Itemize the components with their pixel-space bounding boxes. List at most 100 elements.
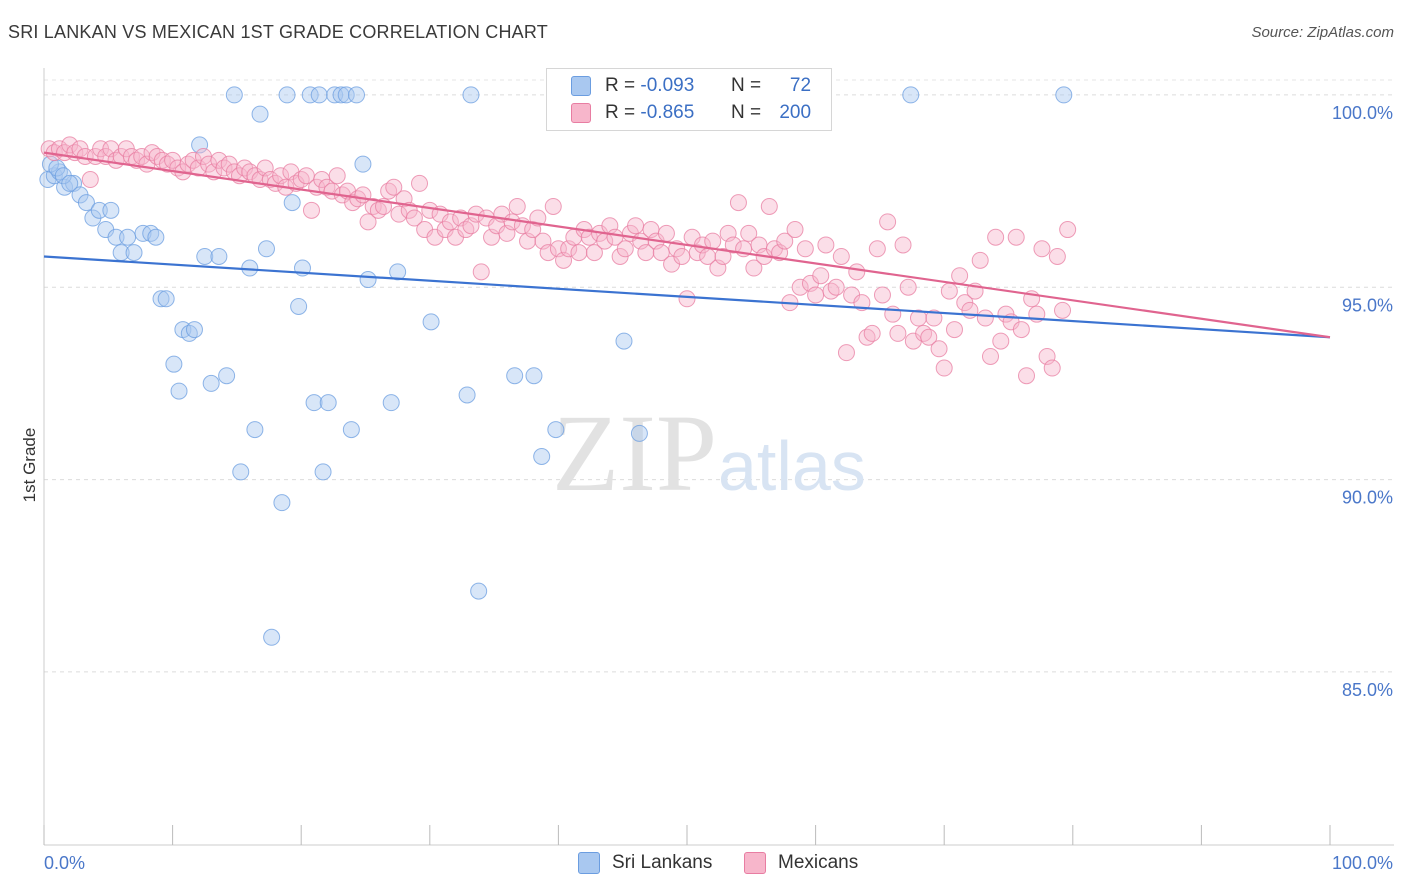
mexican-point xyxy=(837,344,855,362)
y-tick-label: 95.0% xyxy=(1342,295,1393,315)
srilankan-point xyxy=(273,494,291,512)
mexican-point xyxy=(1012,321,1030,339)
legend-swatch-mexicans xyxy=(571,103,591,123)
mexican-point xyxy=(863,324,881,342)
mexican-point xyxy=(539,244,557,262)
srilankan-point xyxy=(246,421,264,439)
mexican-point xyxy=(385,178,403,196)
srilankan-point xyxy=(547,421,565,439)
srilankan-point xyxy=(533,448,551,465)
srilankan-point xyxy=(263,628,281,646)
srilankan-point xyxy=(147,228,165,246)
legend-label-srilankans: Sri Lankans xyxy=(612,852,713,873)
mexican-point xyxy=(1018,367,1036,385)
mexican-point xyxy=(992,332,1010,350)
r-label: R = xyxy=(605,102,636,123)
srilankan-point xyxy=(165,355,183,373)
mexican-point xyxy=(1033,240,1051,258)
mexican-point xyxy=(971,251,989,269)
srilankan-point xyxy=(152,290,170,308)
mexican-point xyxy=(724,236,742,254)
srilankan-point xyxy=(225,86,243,104)
y-tick-label: 85.0% xyxy=(1342,680,1393,700)
n-value: 200 xyxy=(779,102,812,123)
y-tick-label: 90.0% xyxy=(1342,488,1393,508)
srilankan-point xyxy=(615,332,633,350)
mexican-point xyxy=(616,240,634,258)
mexican-point xyxy=(894,236,912,254)
mexican-point xyxy=(791,278,809,296)
x-tick-label: 100.0% xyxy=(1332,853,1393,873)
data-points xyxy=(39,86,1077,646)
mexican-point xyxy=(827,278,845,296)
trend-lines xyxy=(43,151,1331,339)
mexican-point xyxy=(1054,301,1072,319)
x-tick-label: 0.0% xyxy=(44,853,85,873)
srilankan-point xyxy=(342,421,360,439)
mexican-point xyxy=(405,209,423,227)
mexican-point xyxy=(940,282,958,300)
mexican-point xyxy=(879,213,897,231)
srilankan-point xyxy=(283,194,301,212)
legend-item-srilankans: Sri Lankans xyxy=(578,852,712,874)
srilankan-point xyxy=(102,201,120,219)
n-label: N = xyxy=(730,75,762,96)
mexican-point xyxy=(421,201,439,219)
srilankan-point xyxy=(458,386,476,404)
srilankan-point xyxy=(359,271,377,289)
srilankan-point xyxy=(202,374,220,392)
n-value: 72 xyxy=(789,75,812,96)
mexican-point xyxy=(627,217,645,235)
mexican-point xyxy=(945,321,963,339)
srilankan-point xyxy=(170,382,188,400)
n-label: N = xyxy=(730,102,762,123)
chart-title: SRI LANKAN VS MEXICAN 1ST GRADE CORRELAT… xyxy=(8,22,548,42)
r-value: -0.093 xyxy=(640,75,695,96)
mexican-point xyxy=(544,197,562,215)
mexican-point xyxy=(899,278,917,296)
mexican-point xyxy=(951,267,969,285)
srilankan-point xyxy=(337,86,355,104)
mexican-point xyxy=(796,240,814,258)
srilankan-point xyxy=(232,463,250,481)
axes xyxy=(43,68,1394,846)
srilankan-point xyxy=(525,367,543,385)
srilankan-point xyxy=(310,86,328,104)
mexican-point xyxy=(740,224,758,242)
srilankan-point xyxy=(1055,86,1073,104)
mexican-point xyxy=(925,309,943,327)
tick-labels: 100.0% 95.0% 90.0% 85.0% 0.0% 100.0% xyxy=(44,103,1393,873)
mexican-point xyxy=(637,244,655,262)
mexican-point xyxy=(328,167,346,185)
y-axis-label: 1st Grade xyxy=(20,428,39,503)
srilankan-point xyxy=(506,367,524,385)
mexican-point xyxy=(508,197,526,215)
srilankan-point xyxy=(257,240,275,258)
series-legend: Sri Lankans Mexicans xyxy=(0,852,1406,878)
mexican-point xyxy=(585,244,603,262)
mexican-point xyxy=(807,286,825,304)
srilankan-point xyxy=(326,86,344,104)
mexican-point xyxy=(868,240,886,258)
srilankan-point xyxy=(319,394,337,412)
srilankan-point xyxy=(354,155,372,173)
srilankan-point xyxy=(77,194,95,212)
srilankan-point xyxy=(389,263,407,281)
mexican-point xyxy=(1059,221,1077,239)
watermark: ZIP atlas xyxy=(552,392,866,514)
srilankan-point xyxy=(251,105,269,123)
mexican-point xyxy=(909,309,927,327)
mexican-point xyxy=(930,340,948,358)
srilankan-point xyxy=(630,424,648,442)
mexican-point xyxy=(981,347,999,365)
srilankan-point xyxy=(301,86,319,104)
mexican-point xyxy=(729,194,747,212)
mexican-point xyxy=(441,213,459,231)
mexican-point xyxy=(745,259,763,277)
mexican-point xyxy=(714,247,732,265)
mexican-point xyxy=(812,267,830,285)
mexican-point xyxy=(359,213,377,231)
srilankan-point xyxy=(125,244,143,262)
srilankan-point xyxy=(470,582,488,600)
